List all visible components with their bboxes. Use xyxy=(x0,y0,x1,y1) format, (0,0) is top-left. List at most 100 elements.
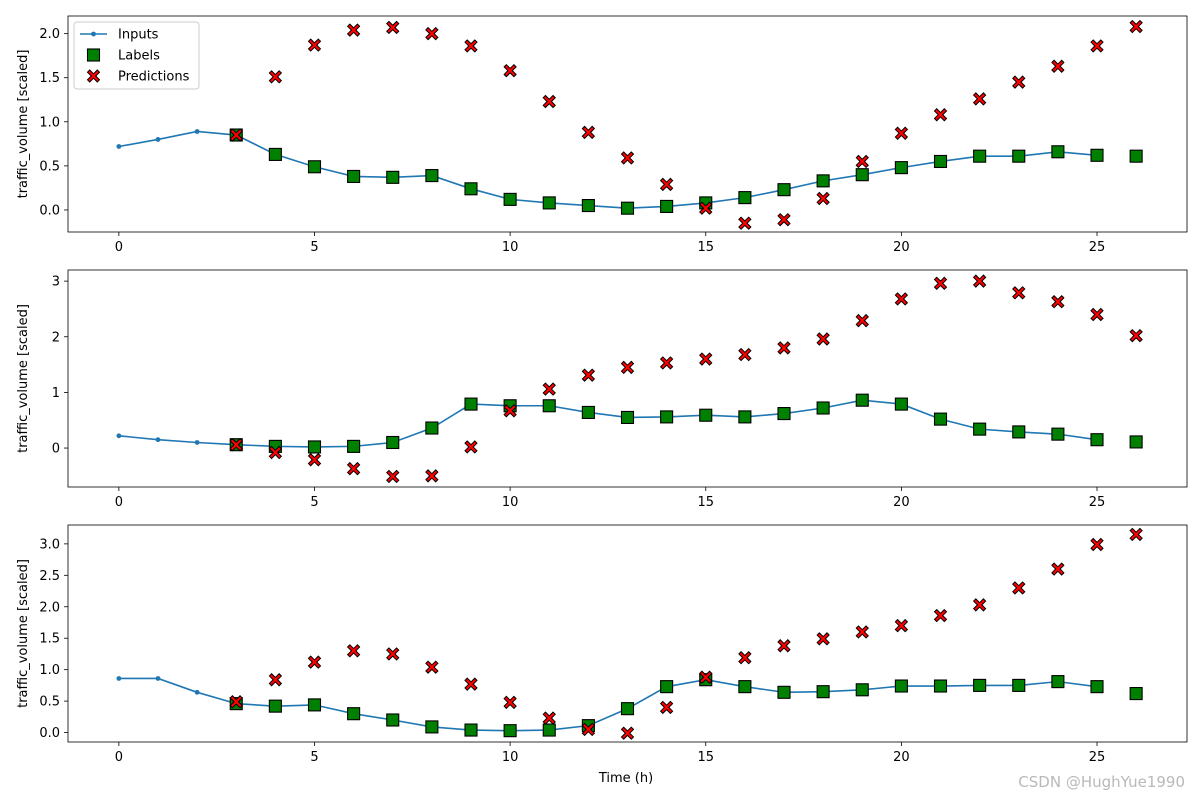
x-tick-label: 0 xyxy=(115,495,123,510)
prediction-point xyxy=(1090,39,1104,53)
prediction-point xyxy=(386,469,400,484)
prediction-point xyxy=(738,347,752,362)
y-axis: 0 1 2 3 xyxy=(52,275,68,457)
prediction-point xyxy=(464,677,478,691)
label-point xyxy=(855,683,869,697)
data-layer xyxy=(116,274,1143,484)
label-point xyxy=(425,720,439,734)
label-point xyxy=(855,393,869,407)
x-tick-label: 0 xyxy=(115,240,123,255)
label-point xyxy=(1129,435,1143,449)
prediction-point xyxy=(503,63,517,78)
prediction-point xyxy=(972,92,987,106)
label-point xyxy=(816,174,830,188)
prediction-point xyxy=(464,39,478,53)
label-point xyxy=(581,199,595,213)
prediction-point xyxy=(386,647,400,661)
label-point xyxy=(894,161,908,175)
prediction-point xyxy=(620,360,635,375)
x-axis: 0 5 10 15 20 25 xyxy=(115,742,1105,765)
prediction-point xyxy=(933,608,948,623)
inputs-point xyxy=(116,144,122,149)
label-point xyxy=(1090,148,1104,162)
inputs-point xyxy=(155,676,161,681)
prediction-point xyxy=(777,341,791,355)
axes-frame xyxy=(67,524,1188,743)
y-axis-label: traffic_volume [scaled] xyxy=(16,50,31,199)
label-point xyxy=(933,154,948,169)
y-tick-label: 2.0 xyxy=(39,27,60,42)
prediction-point xyxy=(581,125,596,140)
y-tick-label: 0.0 xyxy=(39,726,60,741)
label-point xyxy=(1090,680,1104,694)
label-point xyxy=(1129,149,1143,163)
prediction-point xyxy=(816,332,830,346)
axes-frame xyxy=(67,269,1188,488)
y-tick-label: 2.0 xyxy=(39,600,60,615)
prediction-point xyxy=(855,313,869,328)
label-point xyxy=(386,435,400,450)
label-point xyxy=(1051,675,1065,689)
inputs-point xyxy=(194,129,200,134)
prediction-point xyxy=(1129,328,1143,343)
inputs-point xyxy=(116,676,122,681)
x-tick-label: 20 xyxy=(893,750,910,765)
prediction-point xyxy=(894,126,909,140)
label-point xyxy=(660,410,674,424)
label-point xyxy=(386,713,400,727)
data-layer xyxy=(116,19,1143,230)
prediction-point xyxy=(620,151,635,165)
label-point xyxy=(581,405,595,419)
legend-predictions-marker xyxy=(86,69,101,83)
subplot-2: 0 1 2 3 0 5 10 15 20 25 traffic_volume [scaled] xyxy=(16,269,1188,510)
prediction-point xyxy=(659,356,674,370)
y-tick-label: 0.5 xyxy=(39,159,60,174)
label-point xyxy=(777,183,791,197)
label-point xyxy=(307,160,322,174)
x-tick-label: 20 xyxy=(893,240,910,255)
prediction-point xyxy=(699,201,713,215)
prediction-point xyxy=(268,673,283,687)
prediction-point xyxy=(425,26,439,41)
prediction-point xyxy=(581,722,596,737)
label-point xyxy=(620,201,635,215)
label-point xyxy=(973,678,987,692)
prediction-point xyxy=(1090,537,1104,552)
label-point xyxy=(973,149,987,163)
y-tick-label: 1 xyxy=(52,386,60,401)
axes-frame xyxy=(67,15,1188,233)
prediction-point xyxy=(503,695,517,710)
prediction-point xyxy=(816,632,830,646)
label-point xyxy=(503,192,517,206)
prediction-point xyxy=(346,23,361,37)
x-tick-label: 5 xyxy=(310,495,318,510)
watermark: CSDN @HughYue1990 xyxy=(1018,773,1185,791)
prediction-point xyxy=(346,461,361,476)
y-tick-label: 1.0 xyxy=(39,115,60,130)
y-tick-label: 0 xyxy=(52,442,60,457)
label-point xyxy=(1012,425,1026,439)
label-point xyxy=(347,707,361,721)
label-point xyxy=(464,397,478,411)
prediction-point xyxy=(894,292,909,306)
inputs-point xyxy=(116,433,122,439)
y-axis: 0.0 0.5 1.0 1.5 2.0 2.5 3.0 xyxy=(39,537,68,741)
y-tick-label: 3.0 xyxy=(39,537,60,552)
y-axis-label: traffic_volume [scaled] xyxy=(16,559,31,708)
inputs-point xyxy=(194,689,200,695)
label-point xyxy=(307,698,322,712)
label-point xyxy=(464,723,478,737)
label-point xyxy=(425,421,439,435)
label-point xyxy=(386,170,400,184)
prediction-point xyxy=(659,177,674,192)
prediction-point xyxy=(1051,59,1065,73)
label-point xyxy=(777,407,791,421)
y-tick-label: 1.0 xyxy=(39,663,60,678)
prediction-point xyxy=(464,440,478,454)
x-tick-label: 5 xyxy=(310,750,318,765)
prediction-point xyxy=(620,726,635,740)
label-point xyxy=(425,169,439,183)
prediction-point xyxy=(542,382,556,396)
prediction-point xyxy=(268,445,283,460)
prediction-point xyxy=(972,274,987,288)
